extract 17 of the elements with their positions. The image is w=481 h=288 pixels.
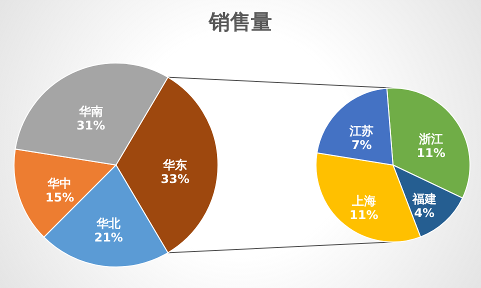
- slice-label: 华东: [162, 158, 188, 172]
- slice-label: 江苏: [348, 124, 374, 138]
- data-label: 7%: [351, 138, 372, 152]
- slice-label: 华中: [46, 176, 72, 190]
- slice-label: 上海: [350, 194, 376, 208]
- data-label: 4%: [414, 206, 435, 220]
- slice-label: 浙江: [418, 132, 444, 146]
- data-label: 33%: [160, 172, 190, 186]
- data-label: 15%: [45, 190, 74, 204]
- data-label: 11%: [416, 146, 446, 160]
- data-label: 31%: [76, 118, 106, 132]
- slice-label: 福建: [411, 192, 436, 206]
- data-label: 11%: [350, 208, 378, 222]
- data-label: 21%: [94, 230, 123, 245]
- slice-label: 华北: [96, 216, 122, 231]
- slice-label: 华南: [78, 104, 103, 118]
- chart-title: 销售量: [208, 9, 273, 36]
